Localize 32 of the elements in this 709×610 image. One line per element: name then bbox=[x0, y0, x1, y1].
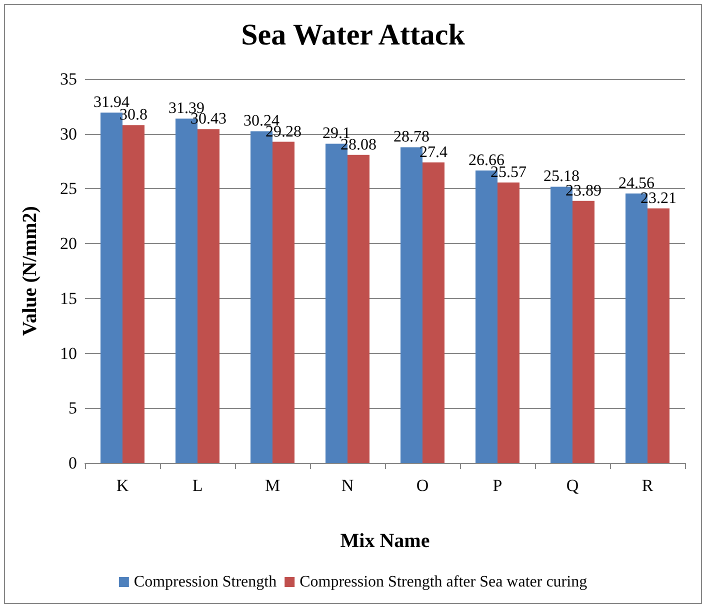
data-label: 28.78 bbox=[394, 128, 430, 146]
x-tick-label: M bbox=[264, 476, 280, 495]
y-tick-label: 0 bbox=[68, 454, 77, 472]
bar bbox=[572, 200, 594, 463]
x-tick-label: N bbox=[341, 476, 354, 495]
bar bbox=[198, 129, 220, 463]
x-tick-label: O bbox=[416, 476, 429, 495]
legend-label: Compression Strength bbox=[134, 574, 277, 590]
bar bbox=[122, 125, 144, 463]
x-axis-title: Mix Name bbox=[340, 530, 430, 552]
y-axis-title: Value (N/mm2) bbox=[19, 206, 41, 336]
y-tick-label: 30 bbox=[60, 124, 77, 144]
y-tick-label: 5 bbox=[68, 398, 77, 418]
data-label: 25.18 bbox=[544, 168, 580, 186]
y-tick-label: 10 bbox=[60, 344, 77, 363]
bar bbox=[422, 162, 444, 463]
legend-label: Compression Strength after Sea water curing bbox=[300, 574, 588, 590]
x-tick-label: Q bbox=[566, 476, 579, 495]
bar bbox=[272, 142, 294, 463]
x-tick-label: P bbox=[492, 476, 502, 495]
x-tick-label: L bbox=[192, 476, 203, 495]
x-tick-label: R bbox=[642, 476, 654, 495]
x-tick-label: K bbox=[116, 476, 130, 495]
y-tick-label: 15 bbox=[60, 288, 77, 308]
y-tick-label: 20 bbox=[60, 234, 77, 254]
y-tick-label: 25 bbox=[60, 179, 77, 198]
bar bbox=[498, 182, 520, 463]
y-tick-label: 35 bbox=[60, 70, 77, 88]
chart-title: Sea Water Attack bbox=[241, 18, 466, 52]
bar bbox=[348, 154, 370, 463]
data-label: 24.56 bbox=[618, 175, 654, 192]
bar bbox=[648, 208, 670, 463]
